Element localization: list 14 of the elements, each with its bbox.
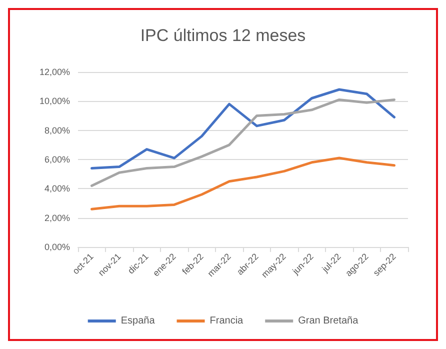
- line-series: [90, 88, 396, 170]
- line-series: [90, 156, 396, 210]
- y-tick-label: 2,00%: [44, 212, 70, 223]
- line-series: [90, 98, 396, 187]
- legend-label: Gran Bretaña: [298, 316, 359, 326]
- y-tick-label: 4,00%: [44, 184, 70, 194]
- y-tick-label: 0,00%: [44, 242, 70, 252]
- legend-label: Francia: [210, 316, 244, 326]
- legend-label: España: [120, 316, 156, 326]
- chart-title: IPC últimos 12 meses: [140, 26, 306, 45]
- y-tick-label: 6,00%: [44, 154, 70, 164]
- y-tick-label: 8,00%: [44, 125, 70, 136]
- y-tick-label: 12,00%: [39, 67, 70, 77]
- y-tick-label: 10,00%: [39, 96, 70, 106]
